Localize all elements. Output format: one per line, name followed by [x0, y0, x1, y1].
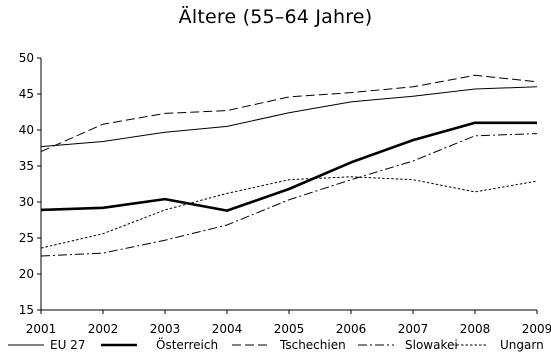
y-tick-label: 45: [19, 87, 34, 101]
x-tick-label: 2005: [274, 322, 305, 336]
legend-label: EU 27: [50, 338, 85, 352]
legend-label: Slowakei: [405, 338, 458, 352]
x-tick-label: 2008: [460, 322, 491, 336]
x-tick-label: 2009: [522, 322, 551, 336]
chart-title: Ältere (55–64 Jahre): [178, 6, 373, 28]
y-tick-label: 35: [19, 159, 34, 173]
series-layer: [40, 74, 538, 257]
series-line-eu-27: [40, 86, 538, 148]
x-tick-label: 2007: [398, 322, 429, 336]
series-line-ungarn: [40, 176, 538, 249]
y-tick-label: 40: [19, 123, 34, 137]
legend-label: Ungarn: [500, 338, 544, 352]
y-tick-label: 50: [19, 51, 34, 65]
series-line-slowakei: [40, 133, 538, 257]
y-tick-label: 20: [19, 267, 34, 281]
x-tick-label: 2004: [212, 322, 243, 336]
y-tick-label: 30: [19, 195, 34, 209]
x-tick-label: 2003: [150, 322, 181, 336]
legend-label: Tschechien: [279, 338, 346, 352]
legend: EU 27 Österreich Tschechien Slowakei Ungarn: [8, 336, 544, 352]
axes: 15 20 25 30 35 40 45 50 2001 2002 2003 2004 2005 2006…: [19, 51, 551, 336]
x-tick-label: 2006: [336, 322, 367, 336]
series-line-österreich: [40, 121, 537, 212]
y-tick-label: 15: [19, 303, 34, 317]
series-line-tschechien: [40, 74, 538, 153]
y-tick-label: 25: [19, 231, 34, 245]
x-tick-label: 2002: [88, 322, 119, 336]
x-tick-label: 2001: [26, 322, 57, 336]
legend-label: Österreich: [156, 336, 218, 352]
